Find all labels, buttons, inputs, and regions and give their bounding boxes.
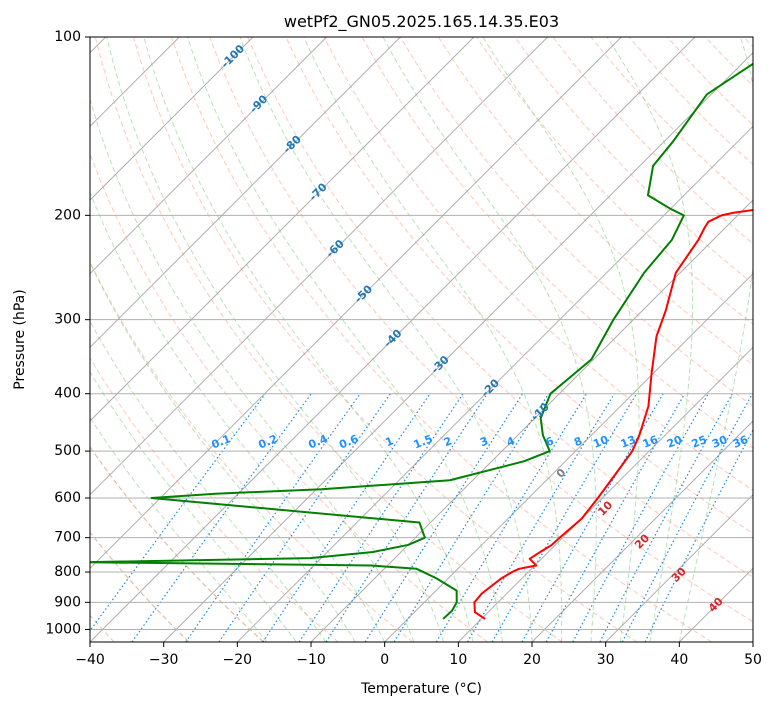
isotherm-line (163, 51, 753, 642)
mixing-ratio-label: 25 (690, 433, 709, 451)
x-axis-label: Temperature (°C) (360, 681, 482, 697)
mixing-ratio-line (131, 393, 312, 642)
mixing-ratio-line (644, 428, 753, 642)
isotherm-line (310, 199, 753, 642)
y-tick-label: 300 (54, 312, 81, 328)
dry-adiabat-line (438, 37, 753, 366)
plot-frame (89, 36, 754, 643)
dry-adiabat-line (323, 37, 753, 491)
y-tick-label: 100 (54, 29, 81, 45)
mixing-ratio-label: 36 (731, 433, 750, 451)
isotherm-line (752, 641, 753, 642)
moist-adiabat-line (606, 37, 694, 642)
isotherm-line (384, 272, 753, 642)
moist-adiabat-line (678, 37, 753, 642)
y-axis: 100 200 300 400 500 600 700 800 900 1000 (45, 29, 90, 637)
mixing-ratio-label: 1 (383, 434, 395, 449)
moist-adiabat-line (482, 37, 640, 642)
special-dry-adiabat-line (90, 446, 264, 642)
isotherm-line (531, 420, 753, 642)
moist-adiabat-line (90, 190, 386, 642)
dry-adiabat-line (171, 37, 713, 642)
x-tick-label: 20 (523, 652, 541, 668)
isotherm-line (90, 37, 328, 275)
dry-adiabat-line (247, 37, 753, 578)
mixing-ratio-label: 3 (478, 434, 490, 449)
chart-title: wetPf2_GN05.2025.165.14.35.E03 (284, 12, 559, 32)
dry-adiabat-line (361, 37, 753, 449)
mixing-ratio-line (572, 393, 709, 642)
dry-adiabat-line (132, 37, 638, 642)
x-axis: −40 −30 −20 −10 0 10 20 30 40 50 (75, 642, 762, 668)
y-tick-label: 600 (54, 490, 81, 506)
y-tick-label: 1000 (45, 621, 81, 637)
mixing-ratio-line (491, 393, 638, 642)
isotherm-line (90, 37, 401, 349)
mixing-ratio-line (298, 393, 464, 642)
mixing-ratio-line (262, 393, 431, 642)
x-tick-label: 40 (670, 652, 688, 668)
moist-adiabat-line (90, 261, 356, 642)
x-tick-label: −40 (75, 652, 105, 668)
mixing-ratio-label: 10 (591, 433, 610, 451)
y-tick-label: 200 (54, 207, 81, 223)
x-tick-label: 50 (744, 652, 762, 668)
y-tick-label: 500 (54, 443, 81, 459)
background-lines (90, 37, 753, 642)
mixing-ratio-label: 2 (442, 434, 454, 449)
dry-adiabat-line (514, 37, 753, 285)
x-tick-label: −20 (223, 652, 253, 668)
mixing-ratio-line (364, 393, 524, 642)
moist-adiabat-line (106, 37, 445, 642)
isotherm-line (236, 125, 753, 642)
x-tick-label: −10 (296, 652, 326, 668)
dry-adiabat-line (285, 37, 753, 535)
dry-adiabat-line (94, 37, 563, 642)
y-tick-label: 400 (54, 386, 81, 402)
dry-adiabat-line (90, 152, 488, 642)
mixing-ratio-line (325, 393, 488, 642)
moist-adiabat-line (90, 416, 268, 642)
dry-adiabat-line (209, 37, 753, 623)
moist-adiabat-line (143, 37, 474, 642)
x-tick-label: −30 (149, 652, 179, 668)
special-dry-adiabat-line (90, 531, 190, 642)
isotherm-line (90, 37, 622, 570)
dry-adiabat-line (399, 37, 753, 407)
isotherm-line (605, 493, 753, 642)
moist-adiabat-line (382, 37, 597, 642)
mixing-ratio-line (435, 393, 588, 642)
mixing-ratio-label: 13 (619, 433, 638, 451)
mixing-ratio-line (466, 393, 615, 642)
moist-adiabat-line (187, 37, 504, 642)
sounding-lines (90, 62, 753, 620)
isotherm-line (90, 37, 549, 496)
isotherm-line (90, 37, 254, 201)
isotherm-line (90, 37, 475, 422)
temperature-profile-line (473, 208, 753, 620)
moist-adiabat-line (239, 37, 533, 642)
isotherm-line (457, 346, 753, 642)
moist-adiabat-line (90, 320, 327, 642)
isotherm-line (90, 37, 696, 642)
moist-adiabat-line (303, 37, 563, 642)
x-tick-label: 10 (449, 652, 467, 668)
mixing-ratio-line (545, 393, 686, 642)
mixing-ratio-label: 30 (710, 433, 729, 451)
mixing-ratio-line (521, 393, 664, 642)
y-tick-label: 800 (54, 564, 81, 580)
plot-background (90, 37, 753, 642)
mixing-ratio-label: 20 (665, 433, 684, 451)
y-tick-label: 900 (54, 594, 81, 610)
x-tick-label: 30 (597, 652, 615, 668)
mixing-ratio-label: 16 (641, 433, 660, 451)
mixing-ratio-line (393, 393, 550, 642)
y-tick-label: 700 (54, 530, 81, 546)
dry-adiabat-line (90, 356, 339, 642)
mixing-ratio-label: 8 (572, 434, 584, 449)
y-axis-label: Pressure (hPa) (12, 289, 28, 389)
dewpoint-profile-line (90, 62, 753, 620)
x-tick-label: 0 (380, 652, 389, 668)
